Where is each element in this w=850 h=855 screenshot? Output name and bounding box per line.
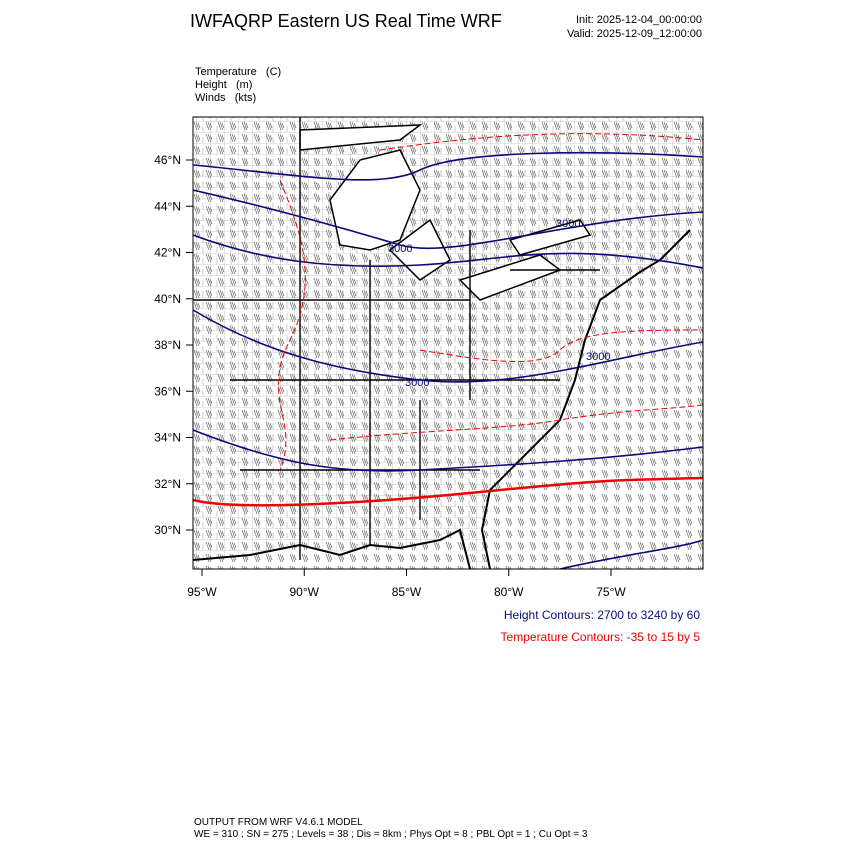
valid-time: Valid: 2025-12-09_12:00:00: [567, 28, 702, 40]
map-frame: [192, 116, 704, 570]
height-legend: Height Contours: 2700 to 3240 by 60: [504, 608, 700, 622]
field-label: Height (m): [195, 79, 252, 91]
lat-label: 40°N: [154, 292, 181, 306]
temperature-contours: [277, 133, 703, 471]
init-time: Init: 2025-12-04_00:00:00: [576, 14, 702, 26]
footer-model: OUTPUT FROM WRF V4.6.1 MODEL: [194, 817, 363, 828]
lat-label: 32°N: [154, 477, 181, 491]
map: 3000 3000 3000 3000: [193, 117, 703, 569]
lon-label: 85°W: [392, 585, 422, 599]
lat-label: 46°N: [154, 153, 181, 167]
lat-label: 36°N: [154, 384, 181, 398]
lon-label: 80°W: [494, 585, 524, 599]
contour-label: 3000: [556, 218, 580, 230]
lon-label: 75°W: [596, 585, 626, 599]
title: IWFAQRP Eastern US Real Time WRF: [190, 11, 502, 31]
contour-label: 3000: [586, 351, 610, 363]
axes: 46°N 44°N 42°N 40°N 38°N 36°N 34°N 32°N 30°N 95°W…: [154, 153, 626, 599]
lat-label: 42°N: [154, 246, 181, 260]
lat-label: 34°N: [154, 431, 181, 445]
field-label: Temperature (C): [195, 66, 281, 78]
lon-label: 95°W: [187, 585, 217, 599]
lat-label: 30°N: [154, 523, 181, 537]
contour-label: 3000: [388, 243, 412, 255]
footer-config: WE = 310 ; SN = 275 ; Levels = 38 ; Dis …: [194, 829, 588, 840]
temperature-legend: Temperature Contours: -35 to 15 by 5: [501, 630, 701, 644]
contour-labels: 3000 3000 3000 3000: [388, 218, 610, 389]
field-list: Temperature (C)Height (m)Winds (kts): [195, 66, 281, 104]
field-label: Winds (kts): [195, 92, 256, 104]
freezing-contour: [193, 476, 703, 507]
lat-label: 38°N: [154, 338, 181, 352]
contour-label: 3000: [405, 377, 429, 389]
lat-label: 44°N: [154, 199, 181, 213]
height-contours: [193, 151, 703, 569]
lon-label: 90°W: [290, 585, 320, 599]
